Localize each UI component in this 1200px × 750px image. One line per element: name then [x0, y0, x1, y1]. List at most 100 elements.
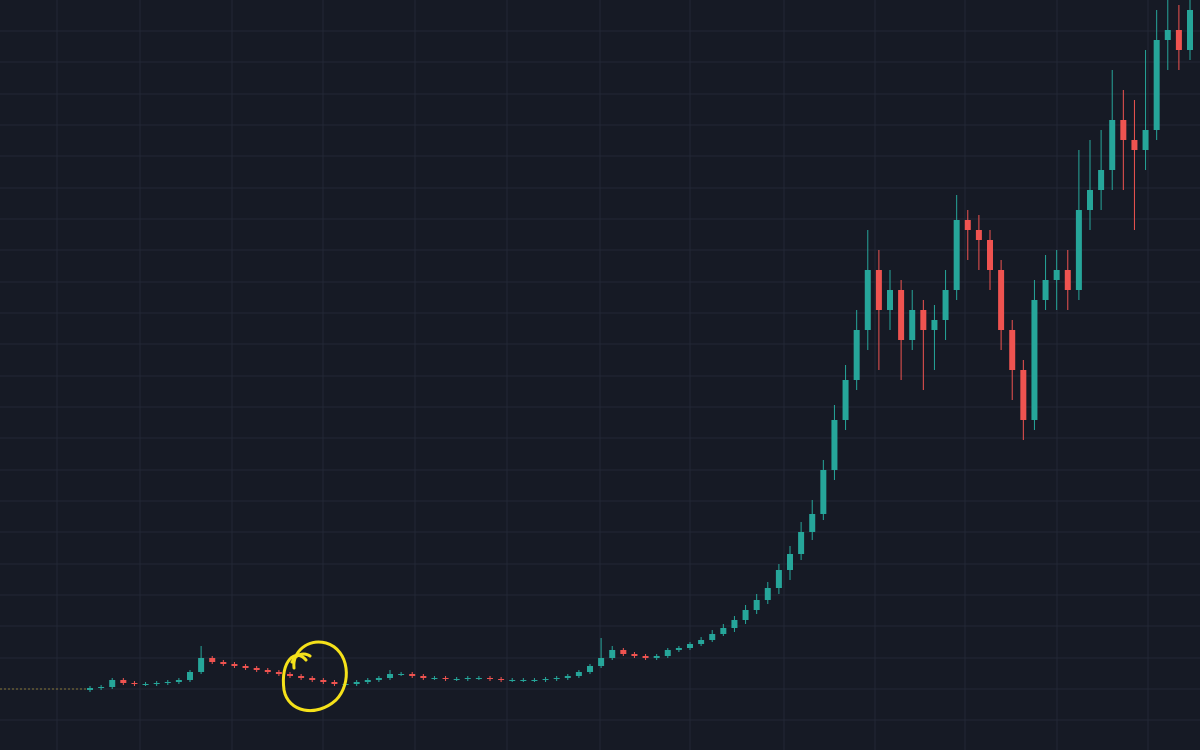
candle-body [598, 658, 605, 666]
candle-body [1053, 270, 1060, 280]
candle-body [320, 680, 327, 682]
candle-body [1020, 370, 1027, 420]
candle-body [131, 683, 138, 684]
candle-body [187, 672, 193, 680]
candle-body [120, 680, 127, 683]
candle-body [587, 666, 593, 672]
candle-body [209, 658, 216, 662]
candle-body [1142, 130, 1149, 150]
candle-body [487, 678, 493, 679]
candle-body [1087, 190, 1093, 210]
candle-body [1009, 330, 1016, 370]
candle-body [1131, 140, 1138, 150]
candle-body [1120, 120, 1127, 140]
candle-body [109, 680, 116, 687]
candle-body [998, 270, 1005, 330]
candle-body [631, 654, 638, 656]
candle-body [642, 656, 649, 658]
candle-body [220, 662, 227, 664]
candle-body [498, 679, 505, 680]
candle-body [475, 678, 482, 679]
candle-body [364, 680, 371, 682]
candle-body [898, 290, 905, 340]
candle-body [453, 679, 460, 680]
candle-body [298, 676, 305, 678]
candle-body [720, 628, 727, 634]
candle-body [164, 682, 171, 683]
candle-body [242, 666, 249, 668]
candle-body [964, 220, 971, 230]
candle-body [1175, 30, 1182, 50]
candle-body [753, 600, 760, 610]
candle-body [142, 684, 149, 685]
candle-body [1075, 210, 1082, 290]
candle-body [687, 644, 693, 648]
candle-body [231, 664, 238, 666]
candle-body [87, 688, 93, 690]
candle-body [831, 420, 838, 470]
candle-body [909, 310, 916, 340]
candle-body [264, 670, 271, 672]
candle-body [442, 678, 449, 679]
candle-body [842, 380, 849, 420]
candle-body [709, 634, 716, 640]
candle-body [853, 330, 860, 380]
candles [87, 0, 1193, 692]
candle-body [1109, 120, 1116, 170]
candle-body [809, 514, 816, 532]
candle-body [1098, 170, 1105, 190]
candle-body [287, 674, 293, 676]
candle-body [653, 656, 660, 658]
candle-body [331, 682, 338, 684]
candle-body [542, 679, 549, 680]
candle-body [564, 676, 571, 678]
candle-body [1164, 30, 1171, 40]
candle-body [931, 320, 938, 330]
candle-body [1031, 300, 1038, 420]
candle-body [309, 678, 316, 680]
candle-body [420, 676, 427, 678]
candle-body [987, 240, 993, 270]
candle-body [353, 682, 360, 684]
candle-body [764, 588, 771, 600]
candle-body [1153, 40, 1160, 130]
candle-body [609, 650, 616, 658]
candle-body [464, 678, 471, 679]
candle-body [1064, 270, 1071, 290]
candle-body [620, 650, 627, 654]
candle-body [1187, 10, 1193, 50]
horizontal-grid [0, 30, 1200, 721]
candle-body [1042, 280, 1049, 300]
candle-body [387, 674, 393, 678]
candle-body [553, 678, 560, 679]
candle-body [875, 270, 882, 310]
candle-body [531, 680, 538, 681]
candle-body [664, 650, 671, 656]
candle-body [820, 470, 827, 514]
candle-body [98, 687, 105, 688]
candle-body [698, 640, 705, 644]
candle-body [887, 290, 893, 310]
candle-body [975, 230, 982, 240]
candle-body [253, 668, 260, 670]
hand-drawn-circle [281, 640, 348, 712]
candle-body [153, 683, 160, 684]
candle-body [942, 290, 949, 320]
candle-body [398, 674, 405, 675]
candle-body [509, 680, 516, 681]
candle-body [864, 270, 871, 330]
candle-body [787, 554, 793, 570]
candle-body [742, 610, 749, 620]
candle-body [798, 532, 805, 554]
candle-body [920, 310, 927, 330]
candle-body [175, 680, 182, 682]
candle-body [375, 678, 382, 680]
candle-body [198, 658, 205, 672]
candle-body [775, 570, 782, 588]
candle-body [431, 678, 438, 679]
candle-body [409, 674, 416, 676]
candle-body [675, 648, 682, 650]
candle-body [520, 680, 527, 681]
